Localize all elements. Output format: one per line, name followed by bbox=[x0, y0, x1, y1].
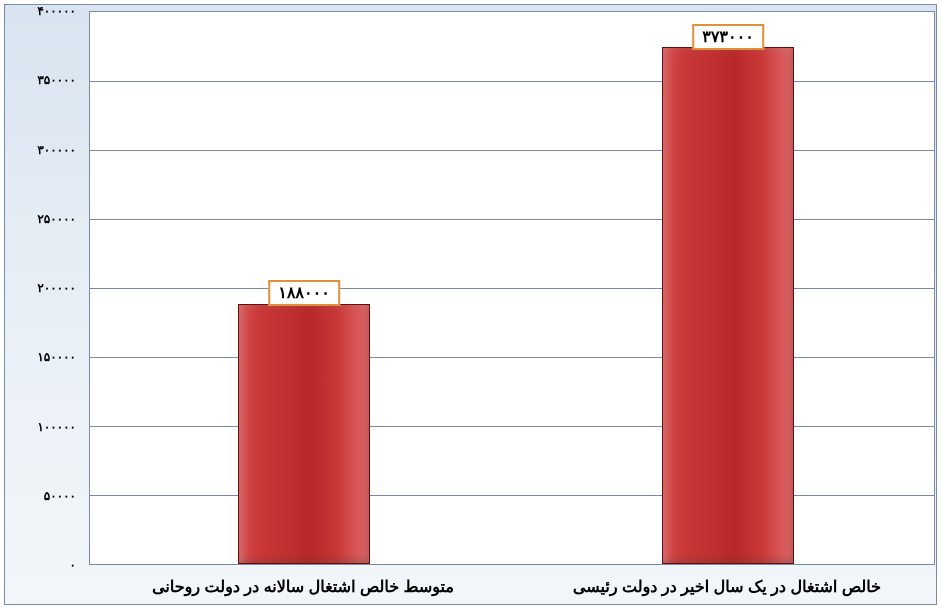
value-label-raisi: ۳۷۳۰۰۰ bbox=[692, 24, 764, 50]
bar-fill bbox=[663, 48, 793, 563]
gridline bbox=[90, 357, 934, 358]
plot-area: ۳۷۳۰۰۰ ۱۸۸۰۰۰ bbox=[89, 11, 935, 565]
x-label-raisi: خالص اشتغال در یک سال اخیر در دولت رئیسی bbox=[573, 577, 881, 597]
gridline bbox=[90, 81, 934, 82]
gridline bbox=[90, 219, 934, 220]
bar-raisi bbox=[662, 47, 794, 564]
y-tick-label: ۳۰۰۰۰۰ bbox=[6, 143, 76, 157]
y-tick-label: ۱۰۰۰۰۰ bbox=[6, 420, 76, 434]
y-tick-label: ۴۰۰۰۰۰ bbox=[6, 4, 76, 18]
x-label-rouhani: متوسط خالص اشتغال سالانه در دولت روحانی bbox=[152, 577, 454, 597]
y-tick-label: ۰ bbox=[6, 558, 76, 572]
gridline bbox=[90, 495, 934, 496]
y-tick-label: ۲۵۰۰۰۰ bbox=[6, 212, 76, 226]
y-tick-label: ۳۵۰۰۰۰ bbox=[6, 73, 76, 87]
y-tick-label: ۱۵۰۰۰۰ bbox=[6, 350, 76, 364]
y-tick-label: ۵۰۰۰۰ bbox=[6, 489, 76, 503]
gridline bbox=[90, 426, 934, 427]
gridline bbox=[90, 288, 934, 289]
chart-container: ۳۷۳۰۰۰ ۱۸۸۰۰۰ ۴۰۰۰۰۰ ۳۵۰۰۰۰ ۳۰۰۰۰۰ ۲۵۰۰۰… bbox=[4, 4, 937, 605]
gridline bbox=[90, 150, 934, 151]
bar-fill bbox=[239, 305, 369, 563]
y-tick-label: ۲۰۰۰۰۰ bbox=[6, 281, 76, 295]
bar-rouhani bbox=[238, 304, 370, 564]
value-label-rouhani: ۱۸۸۰۰۰ bbox=[268, 280, 340, 306]
